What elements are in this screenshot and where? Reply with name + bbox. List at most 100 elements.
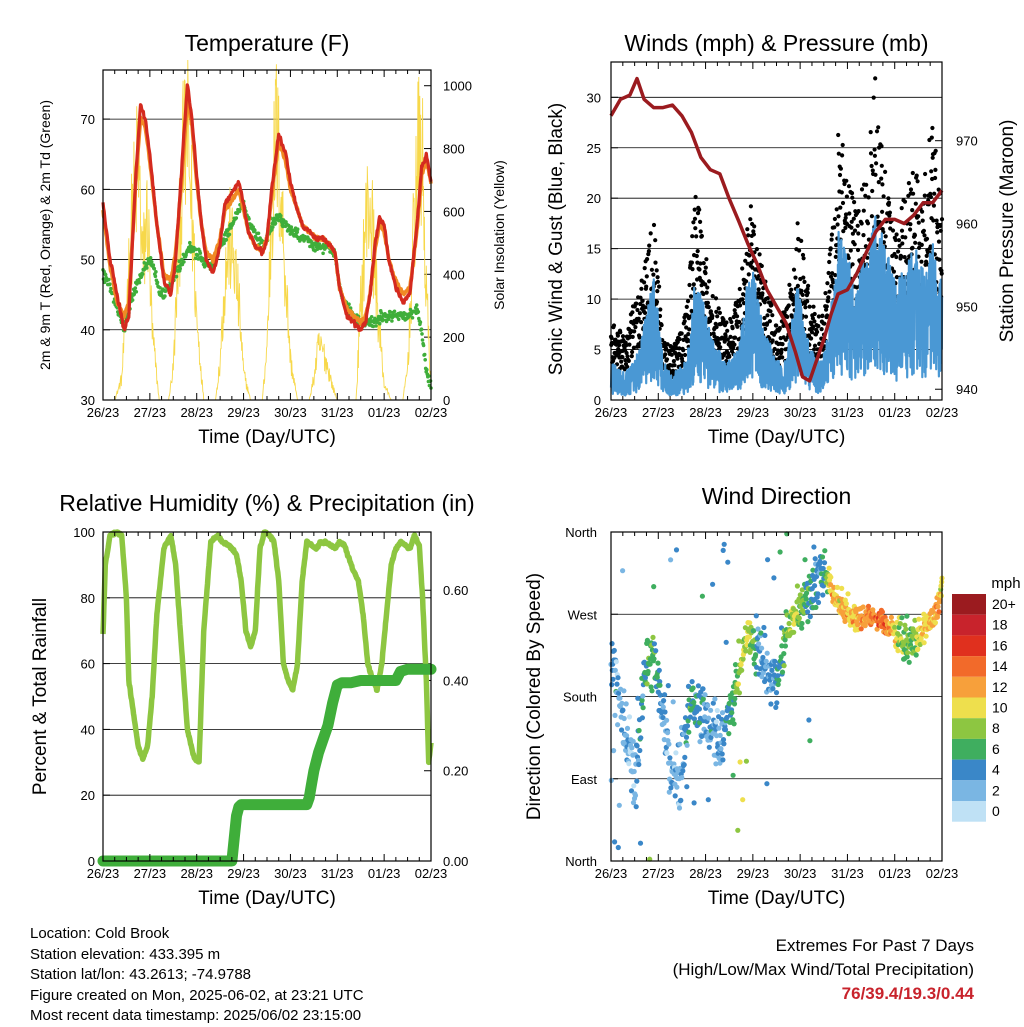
x-tick-label: 31/23 <box>831 405 864 420</box>
direction-point <box>612 667 618 674</box>
gust-point <box>852 228 858 233</box>
gust-point <box>643 305 648 310</box>
gust-point <box>809 336 814 341</box>
gust-point <box>812 343 818 348</box>
dewpoint-point <box>374 324 378 328</box>
direction-point <box>668 785 674 791</box>
gust-point <box>825 313 830 318</box>
x-tick-label: 27/23 <box>134 866 167 881</box>
plot-frame <box>102 531 432 862</box>
x-tick-label: 29/23 <box>737 866 770 881</box>
gust-point <box>894 232 899 237</box>
gust-point <box>644 274 649 279</box>
direction-point <box>612 712 618 719</box>
gust-point <box>653 238 658 243</box>
direction-point <box>714 707 720 714</box>
gust-point <box>618 330 623 335</box>
gust-point <box>787 282 792 287</box>
y-right-tick-label: 600 <box>443 204 465 219</box>
chart-title: Wind Direction <box>702 483 852 509</box>
gust-point <box>842 181 847 187</box>
gust-point <box>687 282 692 288</box>
gust-point <box>836 151 841 156</box>
dewpoint-point <box>289 225 294 229</box>
x-tick-label: 02/23 <box>415 866 448 881</box>
direction-point <box>803 596 809 602</box>
dewpoint-point <box>321 251 325 256</box>
gust-point <box>705 300 711 305</box>
dewpoint-point <box>234 216 239 220</box>
legend-swatch <box>952 759 986 781</box>
dewpoint-point <box>317 242 322 246</box>
gust-point <box>651 272 656 277</box>
gust-point <box>861 233 866 238</box>
direction-point <box>651 656 657 662</box>
dewpoint-point <box>379 311 384 315</box>
gust-point <box>835 222 840 227</box>
dewpoint-point <box>174 274 179 279</box>
gust-point <box>825 281 830 286</box>
x-tick-label: 29/23 <box>737 405 770 420</box>
gust-point <box>717 310 723 315</box>
gust-point <box>697 207 702 212</box>
gust-point <box>829 237 834 242</box>
gust-point <box>828 246 833 251</box>
gust-point <box>746 272 751 277</box>
legend-label: 2 <box>992 782 1000 798</box>
direction-point <box>906 659 912 665</box>
gust-point <box>915 179 920 184</box>
y-axis-label: Sonic Wind & Gust (Blue, Black) <box>546 103 567 375</box>
gust-point <box>626 358 631 363</box>
direction-point <box>773 704 779 711</box>
gust-point <box>816 323 821 329</box>
direction-point <box>812 556 818 562</box>
direction-point <box>619 700 625 707</box>
direction-point <box>668 557 674 563</box>
gust-point <box>704 290 709 295</box>
gust-point <box>654 268 659 273</box>
direction-point <box>615 844 621 851</box>
gust-point <box>657 313 663 319</box>
gust-point <box>902 199 908 204</box>
gust-point <box>748 204 754 209</box>
gust-point <box>655 279 661 284</box>
gust-point <box>681 348 686 353</box>
direction-point <box>737 759 743 765</box>
y-tick-label: 25 <box>587 141 601 156</box>
legend-label: 16 <box>992 637 1008 653</box>
direction-point <box>702 692 708 698</box>
gust-point <box>916 254 921 259</box>
gust-point <box>693 226 698 231</box>
gust-point <box>897 243 902 248</box>
gust-point <box>686 332 691 337</box>
x-tick-label: 27/23 <box>642 866 675 881</box>
gust-point <box>756 287 761 292</box>
gust-point <box>799 238 804 243</box>
y-right-tick-label: 1000 <box>443 79 472 94</box>
y-tick-label: 15 <box>587 242 601 257</box>
y-tick-label: 40 <box>81 722 95 737</box>
direction-point <box>614 681 620 687</box>
gust-point <box>740 266 745 271</box>
gust-point <box>738 303 743 308</box>
gust-point <box>922 233 927 238</box>
gust-point <box>876 125 881 130</box>
gust-point <box>705 285 710 290</box>
direction-point <box>624 733 630 739</box>
dewpoint-point <box>224 237 229 242</box>
direction-point <box>904 613 910 619</box>
gust-point <box>852 242 857 247</box>
x-tick-label: 01/23 <box>878 866 911 881</box>
x-tick-label: 02/23 <box>926 866 959 881</box>
y-tick-label: 20 <box>81 788 95 803</box>
direction-point <box>796 615 802 621</box>
direction-point <box>755 626 761 632</box>
direction-point <box>759 645 765 651</box>
gust-point <box>836 214 841 219</box>
gust-point <box>703 265 708 270</box>
direction-point <box>874 626 880 632</box>
direction-point <box>716 725 722 731</box>
direction-point <box>708 734 714 741</box>
gust-point <box>691 220 696 225</box>
gust-point <box>886 200 892 205</box>
